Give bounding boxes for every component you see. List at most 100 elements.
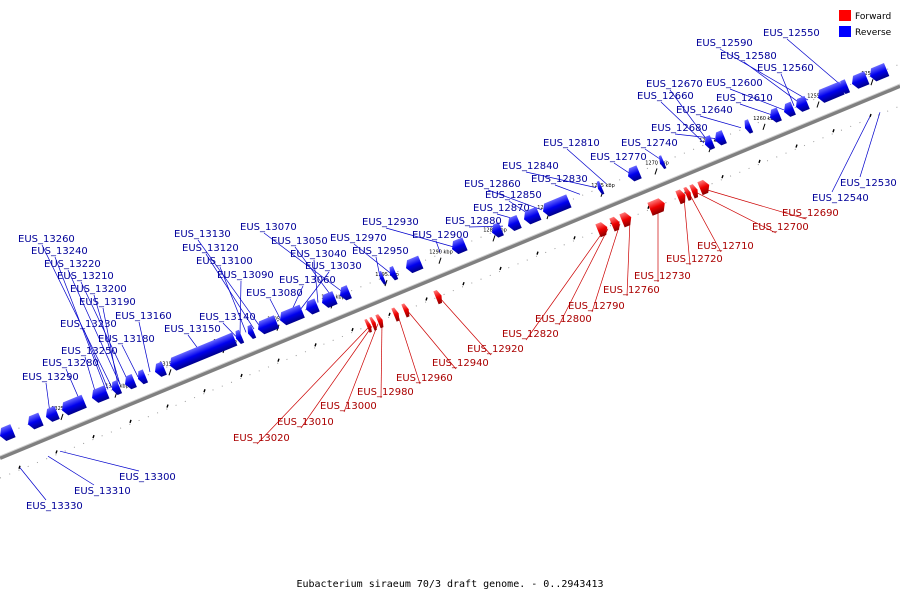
leader-line: [219, 266, 247, 333]
leader-line: [102, 307, 119, 386]
reverse-gene: [658, 155, 667, 170]
reverse-gene: [389, 266, 399, 281]
leader-line: [380, 322, 383, 399]
reverse-gene: [258, 315, 280, 335]
leader-line: [313, 259, 319, 303]
reverse-gene: [628, 165, 642, 182]
leader-line: [591, 223, 621, 313]
leader-line: [644, 148, 663, 161]
forward-gene: [683, 186, 692, 201]
gene-label: EUS_12720: [666, 254, 723, 265]
reverse-gene: [138, 369, 149, 385]
leader-line: [256, 327, 369, 445]
leader-line: [19, 467, 47, 501]
gene-label: EUS_12680: [651, 123, 708, 134]
feature-mark: [277, 358, 280, 362]
leader-line: [294, 246, 333, 297]
reverse-gene: [378, 270, 387, 285]
genome-axis: [0, 84, 900, 460]
gene-label: EUS_13290: [22, 372, 79, 383]
feature-mark: [425, 297, 428, 301]
feature-mark: [18, 465, 21, 469]
leader-line: [54, 256, 107, 391]
leader-line: [138, 321, 151, 373]
feature-mark: [388, 312, 391, 317]
leader-line: [239, 280, 242, 335]
gene-label: EUS_13260: [18, 234, 75, 245]
gene-label: EUS_13300: [119, 472, 176, 483]
reverse-gene: [524, 206, 542, 225]
reverse-gene: [112, 380, 123, 395]
reverse-gene: [62, 394, 87, 416]
tick-mark: [492, 235, 496, 242]
gene-label: EUS_13020: [233, 433, 290, 444]
forward-gene: [609, 216, 620, 232]
feature-mark: [573, 236, 576, 240]
leader-line: [439, 297, 492, 356]
gene-label: EUS_13280: [42, 358, 99, 369]
gene-label: EUS_12850: [485, 190, 542, 201]
forward-gene: [401, 303, 410, 318]
leader-line: [222, 322, 237, 337]
leader-line: [84, 356, 97, 395]
genome-axis-highlight: [0, 83, 900, 457]
gene-label: EUS_13010: [277, 417, 334, 428]
gene-label: EUS_12980: [357, 387, 414, 398]
reverse-gene: [818, 81, 845, 103]
leader-line: [554, 184, 581, 195]
leader-line: [729, 88, 785, 111]
leader-line: [566, 148, 607, 184]
forward-gene: [369, 316, 377, 331]
leader-line: [397, 315, 421, 385]
gene-label: EUS_13050: [271, 236, 328, 247]
gene-label: EUS_13040: [290, 249, 347, 260]
gene-label: EUS_12760: [603, 285, 660, 296]
forward-gene: [697, 179, 710, 196]
gene-label: EUS_12960: [396, 373, 453, 384]
forward-gene: [689, 184, 699, 199]
forward-gene: [647, 198, 665, 216]
leader-line: [669, 89, 709, 142]
reverse-gene: [155, 361, 167, 377]
gene-label: EUS_12710: [697, 241, 754, 252]
leader-line: [743, 61, 801, 104]
leader-line: [859, 112, 881, 178]
feature-mark: [92, 434, 95, 439]
reverse-gene: [852, 71, 870, 89]
gene-label: EUS_13100: [196, 256, 253, 267]
leader-line: [435, 240, 441, 253]
feature-mark: [129, 419, 132, 424]
leader-line: [343, 323, 379, 413]
leader-line: [300, 326, 373, 429]
reverse-gene: [705, 135, 716, 150]
gene-label: EUS_13060: [279, 275, 336, 286]
reverse-gene: [452, 237, 468, 255]
gene-label: EUS_13030: [305, 261, 362, 272]
tick-mark: [870, 79, 874, 86]
forward-gene: [433, 289, 443, 305]
reverse-gene: [796, 95, 810, 112]
legend-label-reverse: Reverse: [855, 28, 892, 38]
leader-line: [67, 269, 121, 385]
leader-line: [739, 103, 773, 116]
forward-gene: [391, 307, 400, 322]
leader-line: [83, 329, 109, 390]
forward-guide-track: [0, 105, 900, 479]
leader-line: [407, 311, 457, 370]
feature-mark: [351, 327, 354, 332]
reverse-gene: [543, 194, 572, 217]
gene-label: EUS_12560: [757, 63, 814, 74]
leader-line: [683, 197, 691, 266]
tick-label: 1295 kbp: [375, 272, 399, 278]
reverse-gene: [744, 119, 754, 134]
reverse-gene: [125, 374, 137, 390]
forward-gene: [595, 222, 608, 238]
leader-line: [695, 192, 777, 234]
gene-label: EUS_12700: [752, 222, 809, 233]
reverse-gene: [235, 329, 245, 345]
gene-label: EUS_12580: [720, 51, 777, 62]
forward-gene: [364, 318, 372, 333]
gene-label: EUS_13200: [70, 284, 127, 295]
gene-label: EUS_12590: [696, 38, 753, 49]
